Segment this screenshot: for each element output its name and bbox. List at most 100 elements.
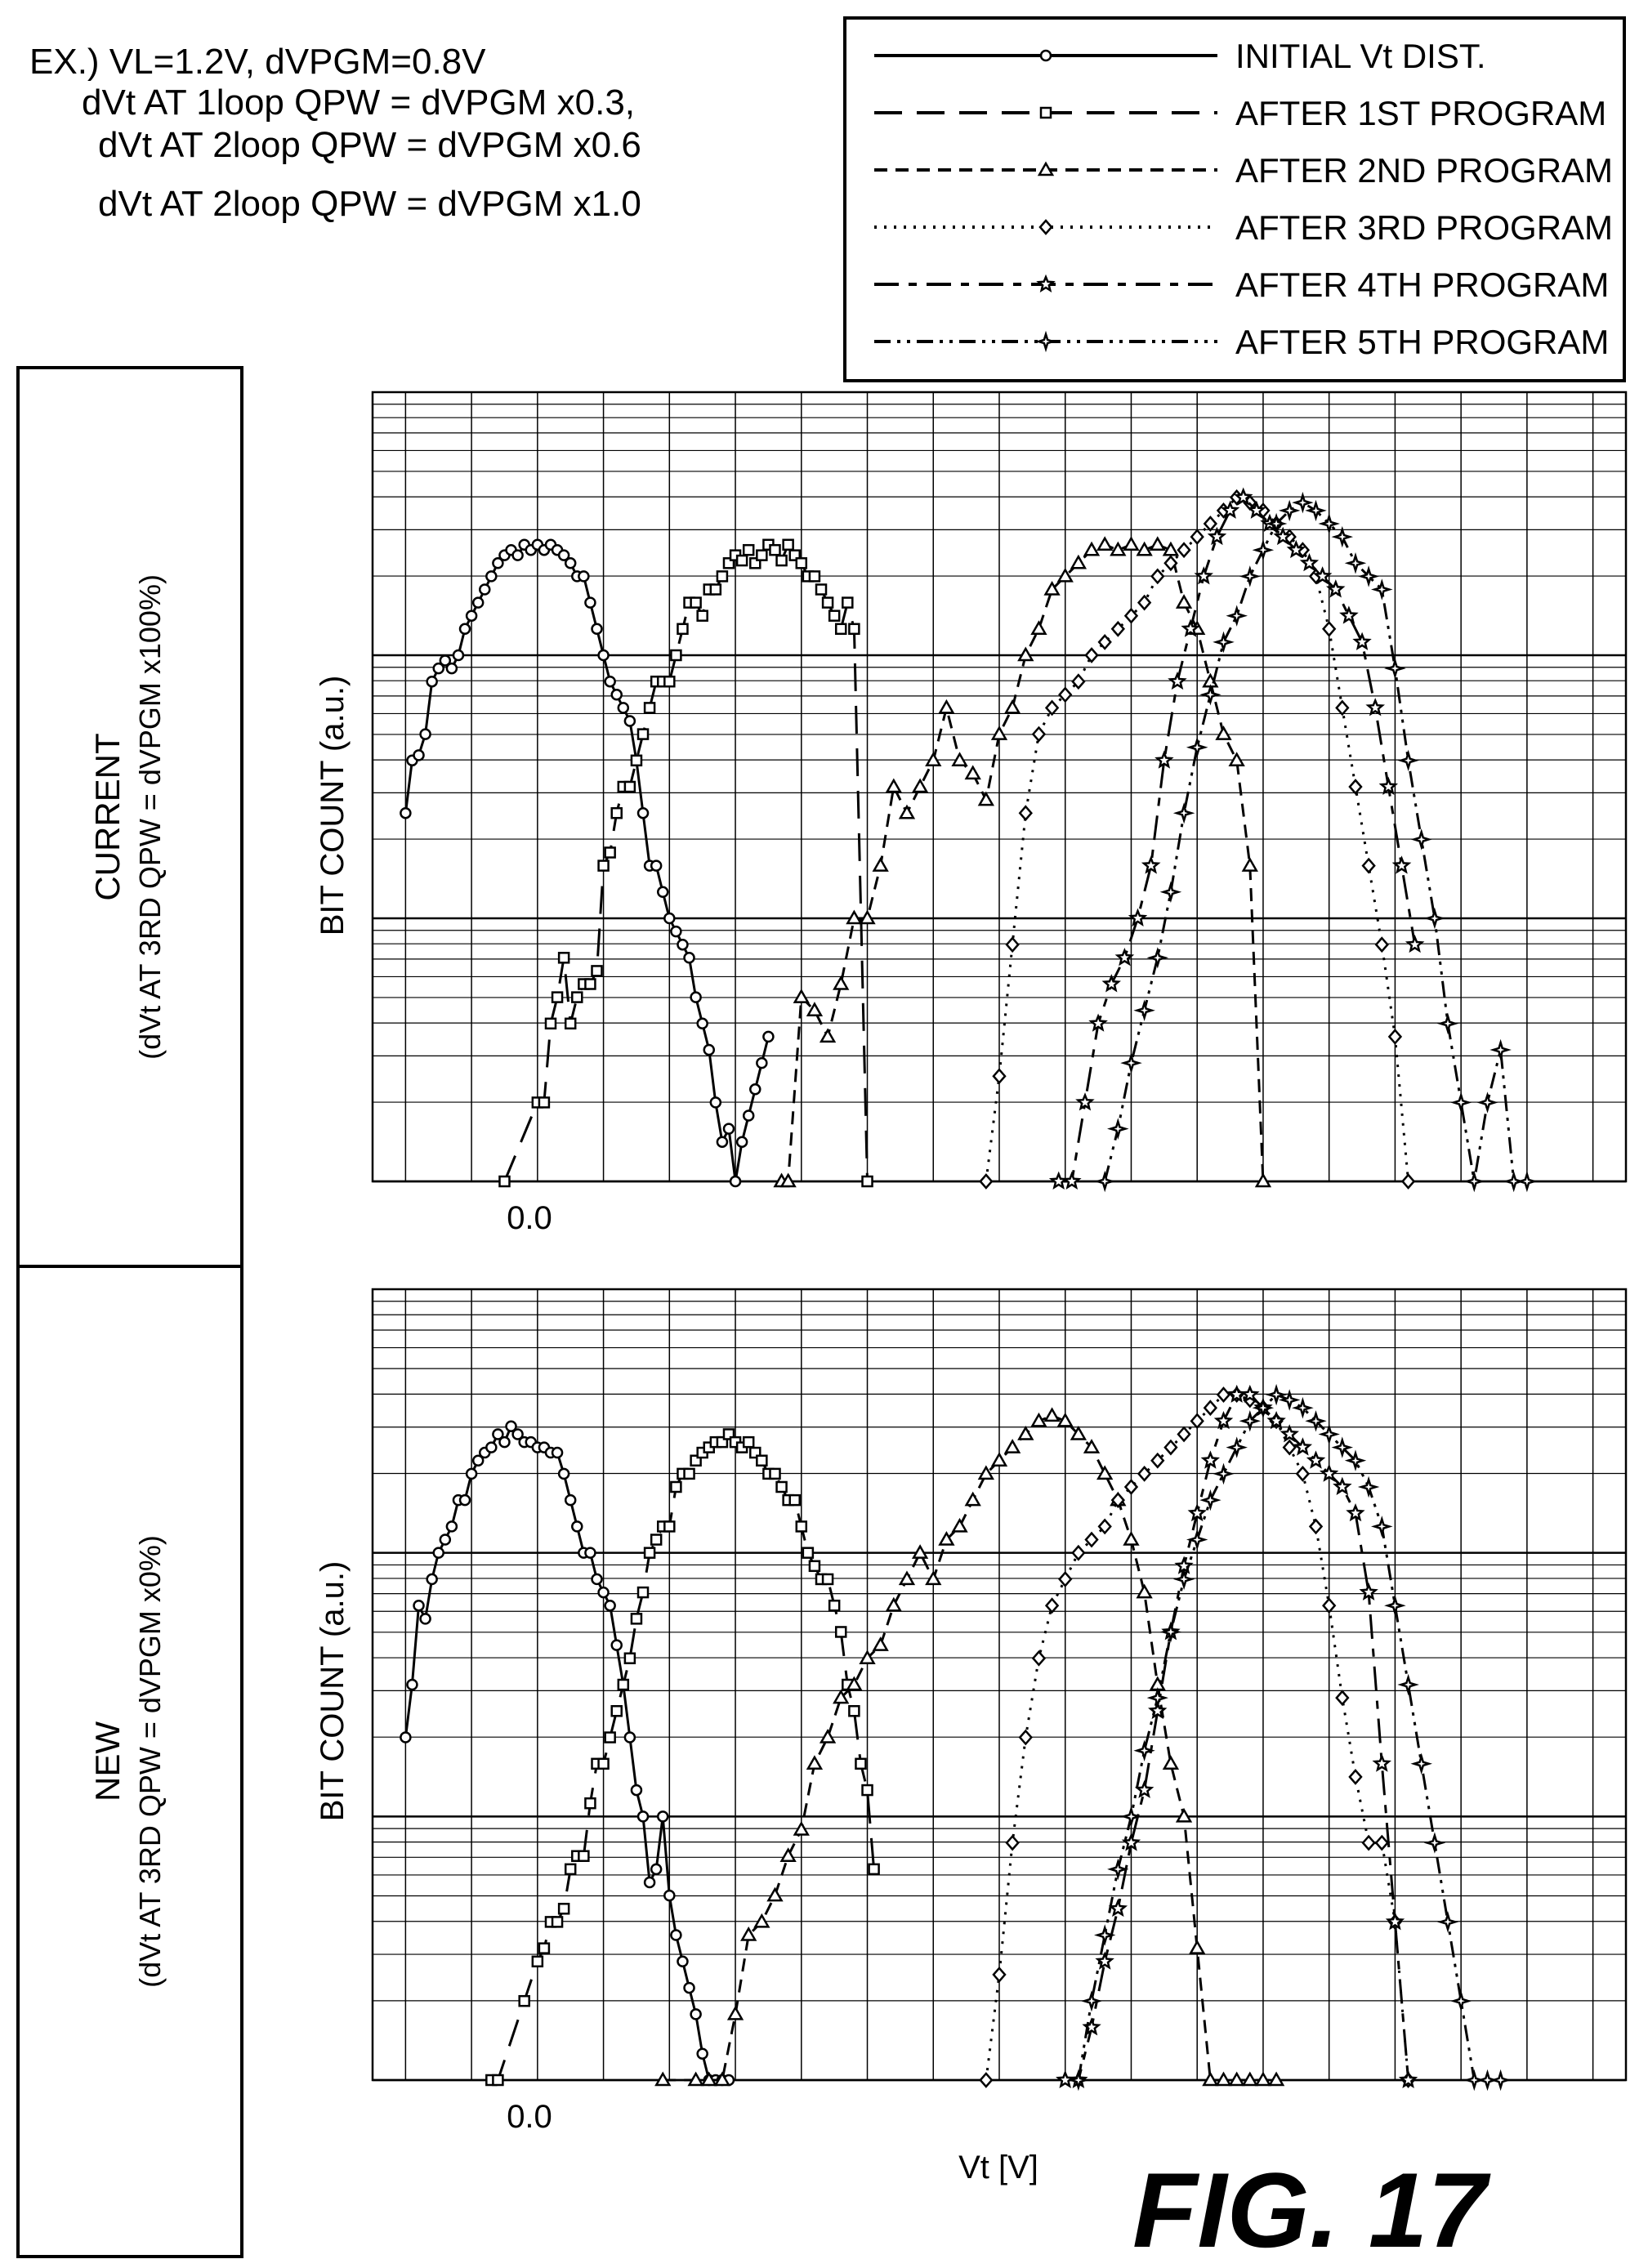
data-point xyxy=(1265,1383,1288,1406)
data-point xyxy=(762,1030,775,1043)
data-point xyxy=(1344,552,1367,574)
legend-entry: AFTER 5TH PROGRAM xyxy=(874,323,1609,361)
series-line xyxy=(404,542,770,1182)
data-point xyxy=(1175,1807,1193,1823)
row-box-current xyxy=(16,366,243,1268)
data-point xyxy=(471,1454,485,1467)
data-point xyxy=(885,1596,902,1612)
data-point xyxy=(597,1586,610,1599)
data-point xyxy=(623,1652,636,1664)
data-point xyxy=(683,1981,695,1994)
data-point xyxy=(1398,2069,1418,2088)
data-point xyxy=(650,859,663,872)
data-point xyxy=(557,549,570,561)
data-point xyxy=(458,1493,471,1507)
data-point xyxy=(564,1017,577,1030)
data-point xyxy=(977,1465,995,1480)
data-point xyxy=(1154,750,1174,769)
data-point xyxy=(1110,1492,1125,1509)
data-point xyxy=(1384,657,1406,680)
data-point xyxy=(1295,1465,1311,1482)
data-point xyxy=(465,609,478,622)
data-point xyxy=(1361,1834,1376,1851)
data-point xyxy=(859,909,876,925)
data-point xyxy=(1083,1439,1101,1453)
data-point xyxy=(471,596,485,609)
data-point xyxy=(1186,1529,1208,1551)
data-point xyxy=(834,1626,847,1638)
legend-label: AFTER 2ND PROGRAM xyxy=(1235,151,1613,190)
data-point xyxy=(511,1428,524,1440)
data-point xyxy=(815,583,828,596)
data-point xyxy=(1133,1739,1155,1761)
legend: INITIAL Vt DIST. AFTER 1ST PROGRAM AFTER 2… xyxy=(843,16,1626,382)
data-point xyxy=(1133,999,1155,1021)
data-point xyxy=(779,1172,797,1188)
data-point xyxy=(439,654,452,667)
data-point xyxy=(1137,1465,1152,1482)
data-point xyxy=(597,649,610,662)
legend-marker xyxy=(1036,274,1056,292)
data-point xyxy=(1463,1170,1485,1193)
data-point xyxy=(643,1547,656,1559)
data-point xyxy=(413,1599,425,1612)
ylabel-top: BIT COUNT (a.u.) xyxy=(315,676,351,936)
data-point xyxy=(1213,1410,1234,1430)
data-point xyxy=(1397,749,1419,772)
data-point xyxy=(1203,516,1218,532)
data-point xyxy=(1136,541,1153,556)
data-point xyxy=(696,1017,708,1030)
data-point xyxy=(643,1876,656,1889)
data-point xyxy=(1339,605,1359,624)
data-point xyxy=(1071,673,1086,690)
row-label-new: NEW xyxy=(88,1721,127,1801)
xlabel-vt: Vt [V] xyxy=(958,2150,1038,2185)
data-point xyxy=(1207,526,1227,546)
data-point xyxy=(1107,1118,1129,1140)
data-point xyxy=(663,1520,676,1533)
legend-entry: AFTER 2ND PROGRAM xyxy=(874,151,1613,190)
data-point xyxy=(564,1493,577,1507)
legend-entry: AFTER 3RD PROGRAM xyxy=(874,208,1613,247)
data-point xyxy=(977,791,995,806)
data-point xyxy=(795,557,808,569)
data-point xyxy=(1070,554,1088,569)
data-point xyxy=(1215,2071,1232,2087)
data-point xyxy=(1018,805,1033,822)
series-line xyxy=(663,1414,1277,2082)
data-point xyxy=(1128,908,1148,926)
data-point xyxy=(769,543,781,556)
data-point xyxy=(1162,1755,1180,1770)
data-point xyxy=(511,549,524,561)
data-point xyxy=(1449,1989,1472,2012)
data-point xyxy=(1146,947,1169,969)
data-point xyxy=(1186,736,1208,758)
data-point xyxy=(846,909,863,925)
header-line-3: dVt AT 2loop QPW = dVPGM x0.6 xyxy=(98,125,641,165)
data-point xyxy=(1177,542,1191,559)
data-point xyxy=(979,1173,994,1190)
data-point xyxy=(1220,500,1240,519)
data-point xyxy=(713,2071,731,2087)
data-point xyxy=(1194,566,1213,585)
data-point xyxy=(868,1863,880,1876)
data-point xyxy=(1084,1531,1099,1548)
data-point xyxy=(452,649,465,662)
data-point xyxy=(756,1454,768,1467)
data-point xyxy=(670,1480,682,1493)
data-point xyxy=(1123,607,1139,624)
data-point xyxy=(821,596,834,609)
data-point xyxy=(1344,1449,1367,1471)
data-point xyxy=(716,1136,729,1148)
data-point xyxy=(1293,1437,1313,1456)
x-tick-top: 0.0 xyxy=(507,1200,552,1236)
legend-box xyxy=(843,16,1626,382)
data-point xyxy=(855,1757,867,1770)
data-point xyxy=(584,978,596,990)
data-point xyxy=(1436,1012,1459,1035)
data-point xyxy=(604,1599,616,1612)
data-point xyxy=(729,1175,742,1188)
data-point xyxy=(1273,526,1293,546)
data-point xyxy=(1172,1568,1195,1591)
